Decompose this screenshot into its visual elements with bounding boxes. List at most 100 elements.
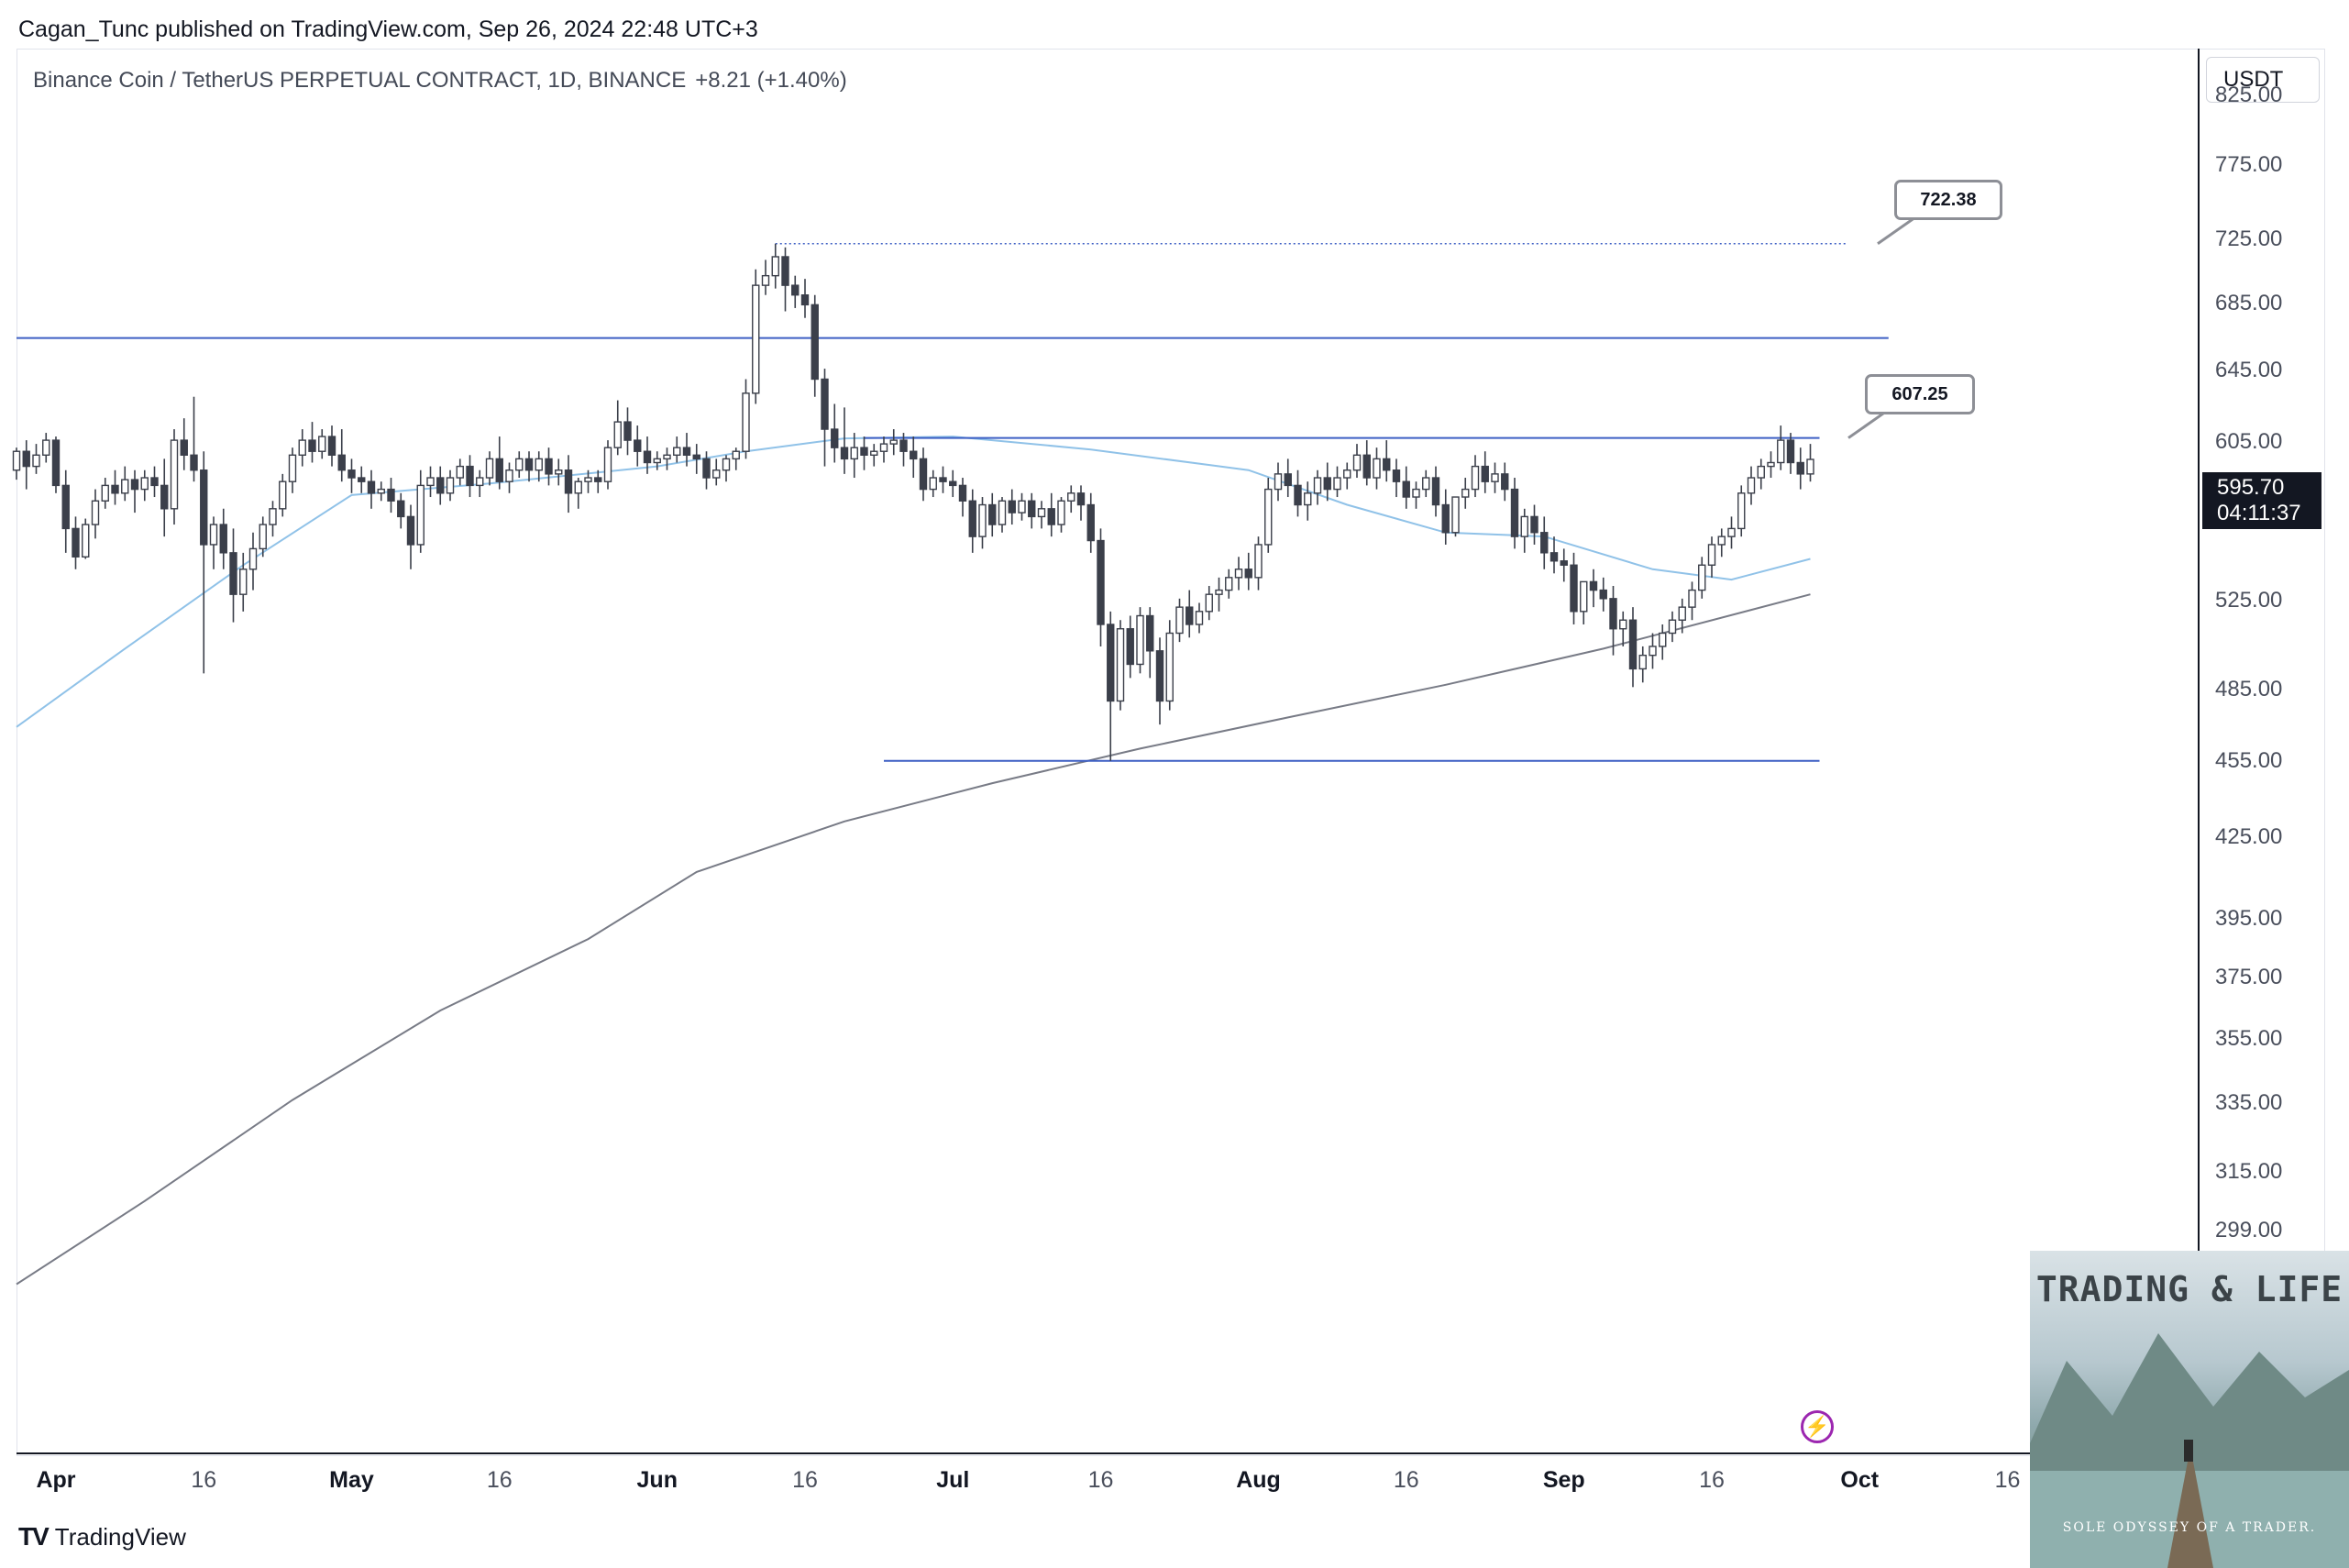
candle-body-down — [623, 421, 632, 441]
candle — [1422, 469, 1430, 498]
candle-body-up — [32, 454, 40, 468]
candle — [377, 481, 385, 502]
candle — [929, 469, 937, 498]
candle — [1037, 501, 1046, 529]
candle — [1097, 528, 1105, 646]
candle-body-up — [535, 458, 543, 471]
candle — [1698, 557, 1706, 599]
candle-body-down — [1628, 619, 1638, 670]
candle-body-up — [1717, 536, 1726, 546]
candle — [1570, 552, 1578, 624]
candle — [1747, 466, 1756, 505]
time-tick-label: 16 — [792, 1467, 818, 1493]
candle-body-up — [288, 454, 297, 482]
resistance-callout-pointer — [1847, 411, 1886, 439]
candle — [367, 469, 376, 509]
candle — [1018, 492, 1026, 521]
price-tick-label: 455.00 — [2215, 747, 2283, 773]
candle — [72, 516, 80, 569]
candle-body-up — [426, 477, 435, 487]
candle-body-up — [1727, 527, 1736, 537]
candle — [1520, 508, 1528, 553]
candle — [978, 497, 987, 549]
candle — [1737, 485, 1746, 537]
price-tick-label: 605.00 — [2215, 429, 2283, 455]
candle-body-down — [61, 484, 70, 530]
promo-image: TRADING & LIFE SOLE ODYSSEY OF A TRADER. — [2030, 1251, 2349, 1568]
candle — [1806, 444, 1814, 482]
candle — [840, 407, 849, 474]
price-tick-label: 685.00 — [2215, 290, 2283, 315]
candle-body-up — [555, 469, 563, 475]
candle — [958, 478, 967, 517]
tradingview-logo[interactable]: TV TradingView — [18, 1522, 186, 1551]
price-tick-label: 825.00 — [2215, 82, 2283, 107]
candle — [1126, 615, 1134, 679]
candle — [1441, 489, 1450, 545]
candle — [1333, 466, 1341, 498]
price-tick-label: 775.00 — [2215, 151, 2283, 177]
resistance-price-callout[interactable]: 607.25 — [1865, 373, 1975, 414]
candle-body-down — [1501, 473, 1509, 491]
candle-body-down — [958, 484, 967, 502]
candle-body-down — [840, 447, 849, 460]
candle-body-up — [1254, 544, 1263, 579]
candle-body-down — [781, 256, 789, 286]
candle — [1313, 469, 1322, 505]
candle-body-down — [180, 439, 188, 456]
candle — [1796, 447, 1804, 490]
candle — [1560, 548, 1568, 582]
candle — [82, 518, 90, 559]
candle-body-up — [1412, 488, 1420, 498]
price-tick-label: 485.00 — [2215, 676, 2283, 701]
candle — [456, 458, 464, 486]
candle — [712, 458, 721, 486]
candle — [1264, 478, 1273, 553]
candle — [1540, 516, 1549, 569]
candle-body-up — [771, 256, 779, 277]
symbol-legend[interactable]: Binance Coin / TetherUS PERPETUAL CONTRA… — [33, 68, 847, 94]
candle-body-up — [1175, 606, 1184, 635]
candle-body-up — [1649, 646, 1657, 657]
candle — [1254, 536, 1263, 591]
candle-body-up — [1668, 619, 1677, 635]
time-tick-label: 16 — [1699, 1467, 1725, 1493]
lightning-icon[interactable]: ⚡ — [1801, 1410, 1834, 1443]
candle — [130, 469, 139, 513]
candle — [1028, 492, 1036, 529]
candle-body-up — [1018, 500, 1026, 513]
last-price-value: 595.70 — [2217, 475, 2285, 500]
currency-selector[interactable]: USDT — [2206, 57, 2320, 103]
candle — [811, 294, 819, 397]
candle-body-up — [1638, 654, 1647, 670]
candle-body-up — [870, 450, 878, 456]
high-price-callout[interactable]: 722.38 — [1894, 179, 2002, 220]
candle-body-down — [1570, 564, 1578, 613]
ma-fast-layer — [16, 436, 1811, 728]
candle-body-down — [910, 450, 918, 460]
candle-body-up — [1136, 614, 1144, 666]
candle-body-up — [1757, 465, 1765, 479]
candle — [1175, 598, 1184, 643]
candle — [1717, 528, 1726, 558]
candle-body-up — [485, 458, 494, 479]
candle-body-up — [248, 547, 258, 570]
candle — [594, 469, 602, 493]
candle-body-up — [1491, 473, 1499, 482]
candle — [910, 436, 918, 479]
candle — [170, 429, 179, 525]
candle — [288, 447, 297, 493]
candle — [663, 447, 671, 470]
candle-body-up — [1767, 461, 1775, 468]
candle — [1549, 536, 1559, 574]
candle — [160, 458, 169, 537]
candle — [406, 504, 415, 569]
candle — [505, 462, 513, 493]
candle — [51, 436, 61, 493]
candle — [219, 508, 227, 569]
candle — [1461, 478, 1470, 509]
price-tick-label: 395.00 — [2215, 906, 2283, 932]
candle — [613, 400, 622, 456]
candle — [1225, 569, 1233, 599]
